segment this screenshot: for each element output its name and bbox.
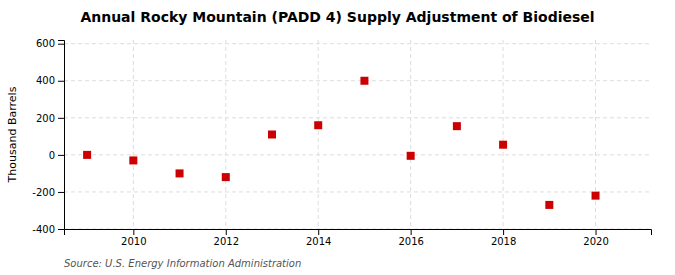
grid-line bbox=[595, 40, 596, 229]
tick: 2018 bbox=[491, 229, 516, 247]
grid-line bbox=[64, 80, 651, 81]
grid bbox=[64, 40, 651, 229]
grid-line bbox=[318, 40, 319, 229]
tick-label: 2012 bbox=[214, 236, 239, 247]
tick-mark bbox=[318, 229, 319, 235]
tick: 2014 bbox=[306, 229, 331, 247]
y-axis-title: Thousand Barrels bbox=[6, 86, 19, 183]
point bbox=[545, 201, 553, 209]
tick-label: -400 bbox=[32, 224, 55, 235]
grid-line bbox=[503, 40, 504, 229]
tick: 2010 bbox=[121, 229, 146, 247]
point bbox=[129, 156, 137, 164]
grid-line bbox=[64, 43, 651, 44]
point bbox=[176, 169, 184, 177]
tick-label: 0 bbox=[49, 150, 55, 161]
tick: -400 bbox=[32, 224, 64, 235]
title: Annual Rocky Mountain (PADD 4) Supply Ad… bbox=[80, 9, 594, 25]
tick-label: 2020 bbox=[583, 236, 608, 247]
tick-label: 600 bbox=[36, 38, 55, 49]
plot: 2010 2012 2014 2016 2018 2020 -400 -200 0 200 400 6… bbox=[32, 38, 651, 247]
tick-mark bbox=[58, 155, 64, 156]
tick: 400 bbox=[36, 75, 64, 86]
tick-mark bbox=[58, 44, 64, 45]
tick-label: 400 bbox=[36, 75, 55, 86]
point bbox=[499, 141, 507, 149]
point bbox=[592, 192, 600, 200]
tick-label: 2010 bbox=[121, 236, 146, 247]
points bbox=[83, 77, 599, 209]
tick: 2016 bbox=[398, 229, 423, 247]
tick: 2020 bbox=[583, 229, 608, 247]
grid-line bbox=[64, 117, 651, 118]
tick: 600 bbox=[36, 38, 64, 49]
tick: 0 bbox=[49, 150, 64, 161]
point bbox=[222, 173, 230, 181]
tick: -200 bbox=[32, 187, 64, 198]
grid-line bbox=[133, 40, 134, 229]
tick-label: 200 bbox=[36, 113, 55, 124]
tick-mark bbox=[133, 229, 134, 235]
tick-label: 2014 bbox=[306, 236, 331, 247]
y-axis: -400 -200 0 200 400 600 bbox=[32, 38, 64, 234]
chart: 2010 2012 2014 2016 2018 2020 -400 -200 0 200 400 6… bbox=[0, 0, 675, 275]
axis-line bbox=[65, 230, 652, 236]
tick-mark bbox=[503, 229, 504, 235]
tick-label: -200 bbox=[32, 187, 55, 198]
tick-mark bbox=[58, 229, 64, 230]
tick-mark bbox=[596, 229, 597, 235]
point bbox=[268, 131, 276, 139]
tick: 2012 bbox=[214, 229, 239, 247]
axis-line bbox=[58, 41, 65, 230]
tick: 200 bbox=[36, 113, 64, 124]
annotation: Source: U.S. Energy Information Administ… bbox=[64, 258, 301, 269]
grid-line bbox=[225, 40, 226, 229]
grid-line bbox=[64, 191, 651, 192]
point bbox=[314, 121, 322, 129]
tick-mark bbox=[226, 229, 227, 235]
tick-mark bbox=[58, 118, 64, 119]
tick-mark bbox=[411, 229, 412, 235]
tick-mark bbox=[58, 192, 64, 193]
x-axis: 2010 2012 2014 2016 2018 2020 bbox=[65, 229, 652, 247]
point bbox=[83, 151, 91, 159]
grid-line bbox=[410, 40, 411, 229]
grid-line bbox=[64, 154, 651, 155]
tick-label: 2018 bbox=[491, 236, 516, 247]
point bbox=[453, 122, 461, 130]
point bbox=[360, 77, 368, 85]
tick-mark bbox=[58, 81, 64, 82]
point bbox=[407, 152, 415, 160]
tick-label: 2016 bbox=[398, 236, 423, 247]
